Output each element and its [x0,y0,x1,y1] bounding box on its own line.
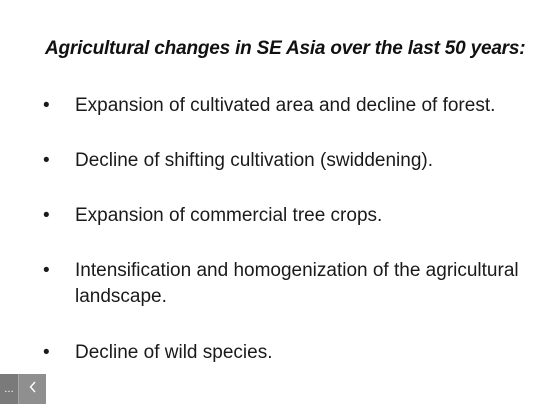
more-options-label: ... [4,383,14,395]
chevron-left-icon [29,380,37,398]
bullet-item: • Decline of wild species. [43,340,533,366]
slide-title: Agricultural changes in SE Asia over the… [45,38,526,59]
bullet-text: Decline of shifting cultivation (swidden… [75,150,434,171]
bullet-item: • Expansion of commercial tree crops. [43,203,533,229]
bullet-dot: • [43,342,50,363]
bullet-dot: • [43,260,50,281]
bullet-dot: • [43,150,50,171]
bullet-item: • Decline of shifting cultivation (swidd… [43,148,533,174]
bullet-text: Decline of wild species. [75,342,273,363]
more-options-button[interactable]: ... [0,374,18,404]
viewer-controls: ... [0,374,46,404]
bullet-dot: • [43,205,50,226]
bullet-dot: • [43,95,50,116]
bullet-text: Intensification and homogenization of th… [75,260,519,307]
bullet-text: Expansion of cultivated area and decline… [75,95,496,116]
bullet-item: • Expansion of cultivated area and decli… [43,93,533,119]
bullet-text: Expansion of commercial tree crops. [75,205,383,226]
previous-slide-button[interactable] [18,374,46,404]
bullet-item: • Intensification and homogenization of … [43,258,533,310]
